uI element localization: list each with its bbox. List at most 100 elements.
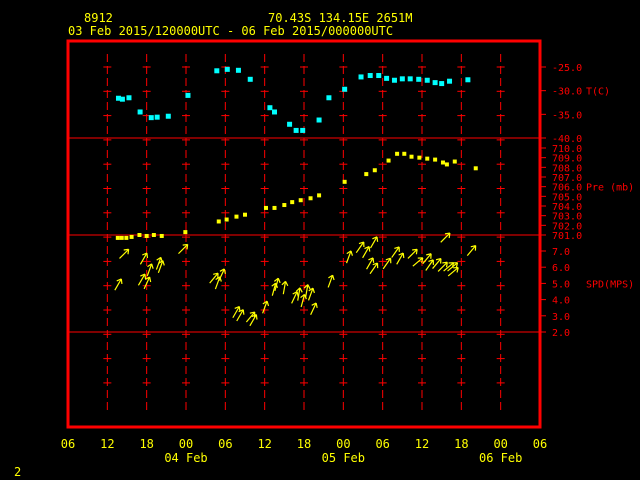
wind-barb-head bbox=[368, 246, 371, 252]
wind-barb-head bbox=[455, 262, 459, 268]
wind-barb-head bbox=[328, 274, 333, 279]
temperature-point bbox=[148, 115, 154, 121]
wind-barb-head bbox=[123, 248, 129, 251]
wind-barb bbox=[432, 258, 442, 269]
wind-barb-head bbox=[127, 249, 130, 255]
y-tick-label: -25.0 bbox=[552, 63, 582, 74]
wind-barb-head bbox=[251, 314, 257, 318]
wind-barb bbox=[273, 277, 281, 291]
temperature-point bbox=[115, 95, 121, 101]
pressure-point bbox=[183, 230, 188, 235]
time-period: 03 Feb 2015/120000UTC - 06 Feb 2015/0000… bbox=[68, 24, 393, 38]
wind-barb-head bbox=[372, 262, 378, 266]
wind-barb-head bbox=[448, 233, 451, 239]
y-tick-label: 706.0 bbox=[552, 183, 582, 194]
panel-label: T(C) bbox=[586, 87, 610, 98]
panel-label: Pre (mb) bbox=[586, 183, 634, 194]
wind-barb-head bbox=[219, 268, 225, 272]
wind-barb-head bbox=[162, 260, 165, 266]
wind-barb-head bbox=[253, 312, 256, 318]
temperature-point bbox=[407, 76, 413, 82]
wind-barb bbox=[369, 236, 379, 249]
x-axis-labels: 06 12 18 00 06 12 18 00 06 12 18 00 06 bbox=[61, 437, 547, 451]
wind-barb-shaft bbox=[327, 274, 334, 288]
x-tick-label: 18 bbox=[454, 437, 468, 451]
temperature-point bbox=[300, 127, 306, 133]
pressure-point bbox=[151, 233, 156, 237]
wind-barb-head bbox=[368, 257, 374, 261]
x-tick-label: 12 bbox=[100, 437, 114, 451]
wind-barb-shaft bbox=[345, 250, 352, 264]
station-location: 70.43S 134.15E 2651M bbox=[268, 11, 413, 25]
wind-barb-head bbox=[412, 248, 418, 251]
wind-barb bbox=[295, 287, 303, 301]
wind-barb-shaft bbox=[440, 232, 451, 243]
wind-barb-head bbox=[398, 252, 404, 256]
wind-barb-head bbox=[271, 282, 277, 287]
temperature-point bbox=[316, 117, 322, 123]
temperature-point bbox=[391, 77, 397, 83]
plot-frame bbox=[66, 39, 542, 429]
pressure-point bbox=[282, 203, 287, 208]
wind-barb bbox=[366, 257, 375, 270]
wind-barb bbox=[245, 311, 256, 323]
wind-barb bbox=[157, 260, 165, 274]
temperature-point bbox=[424, 77, 430, 83]
wind-barb-head bbox=[358, 241, 364, 245]
temperature-point bbox=[432, 80, 438, 86]
wind-barb-shaft bbox=[297, 287, 301, 301]
wind-barb-head bbox=[151, 263, 154, 269]
wind-barb bbox=[249, 314, 258, 327]
pressure-point bbox=[137, 233, 142, 237]
wind-barb-head bbox=[421, 257, 424, 263]
wind-barb-head bbox=[149, 276, 152, 283]
wind-barb-head bbox=[142, 252, 148, 256]
wind-barb-shaft bbox=[443, 262, 454, 272]
pressure-point bbox=[444, 162, 449, 167]
x-date-label: 05 Feb bbox=[322, 451, 365, 465]
wind-barb-head bbox=[273, 277, 279, 282]
temperature-point bbox=[293, 127, 299, 133]
wind-barb bbox=[355, 241, 365, 254]
time-grid bbox=[103, 54, 505, 414]
wind-barb-head bbox=[426, 253, 432, 256]
temperature-point bbox=[367, 73, 373, 79]
x-tick-label: 12 bbox=[415, 437, 429, 451]
y-tick-label: 2.0 bbox=[552, 328, 570, 339]
wind-barb bbox=[466, 245, 477, 256]
wind-barb-shaft bbox=[282, 281, 287, 295]
x-axis-date-labels: 04 Feb 05 Feb 06 Feb bbox=[164, 451, 522, 465]
pressure-point bbox=[440, 160, 445, 165]
temperature-point bbox=[439, 81, 445, 87]
wind-barb-shaft bbox=[232, 306, 240, 319]
wind-barb bbox=[437, 261, 448, 272]
wind-barb-head bbox=[440, 258, 442, 264]
pressure-point bbox=[263, 205, 268, 210]
wind-barb-shaft bbox=[143, 276, 151, 290]
wind-barb bbox=[369, 262, 379, 275]
wind-barb-head bbox=[217, 273, 219, 279]
header: 8912 70.43S 134.15E 2651M 03 Feb 2015/12… bbox=[68, 11, 413, 38]
wind-barb-shaft bbox=[466, 245, 477, 256]
wind-barb bbox=[407, 248, 418, 259]
wind-barb-head bbox=[415, 249, 418, 255]
wind-barb-head bbox=[120, 278, 123, 284]
temperature-point bbox=[342, 86, 348, 92]
pressure-point bbox=[417, 155, 422, 160]
wind-series bbox=[114, 232, 477, 327]
wind-barb-head bbox=[156, 256, 162, 261]
wind-barb bbox=[382, 257, 392, 270]
pressure-point bbox=[433, 157, 438, 162]
wind-barb-shaft bbox=[437, 261, 448, 272]
wind-barb-head bbox=[116, 278, 122, 282]
temperature-point bbox=[126, 95, 132, 101]
y-tick-label: -40.0 bbox=[552, 134, 582, 145]
wind-barb bbox=[178, 243, 189, 255]
wind-barb-head bbox=[308, 287, 314, 292]
pressure-point bbox=[124, 235, 129, 240]
wind-barb-shaft bbox=[407, 248, 418, 259]
x-tick-label: 18 bbox=[139, 437, 153, 451]
wind-barb-head bbox=[376, 263, 379, 269]
wind-barb bbox=[209, 272, 219, 284]
wind-barb-head bbox=[186, 244, 189, 250]
